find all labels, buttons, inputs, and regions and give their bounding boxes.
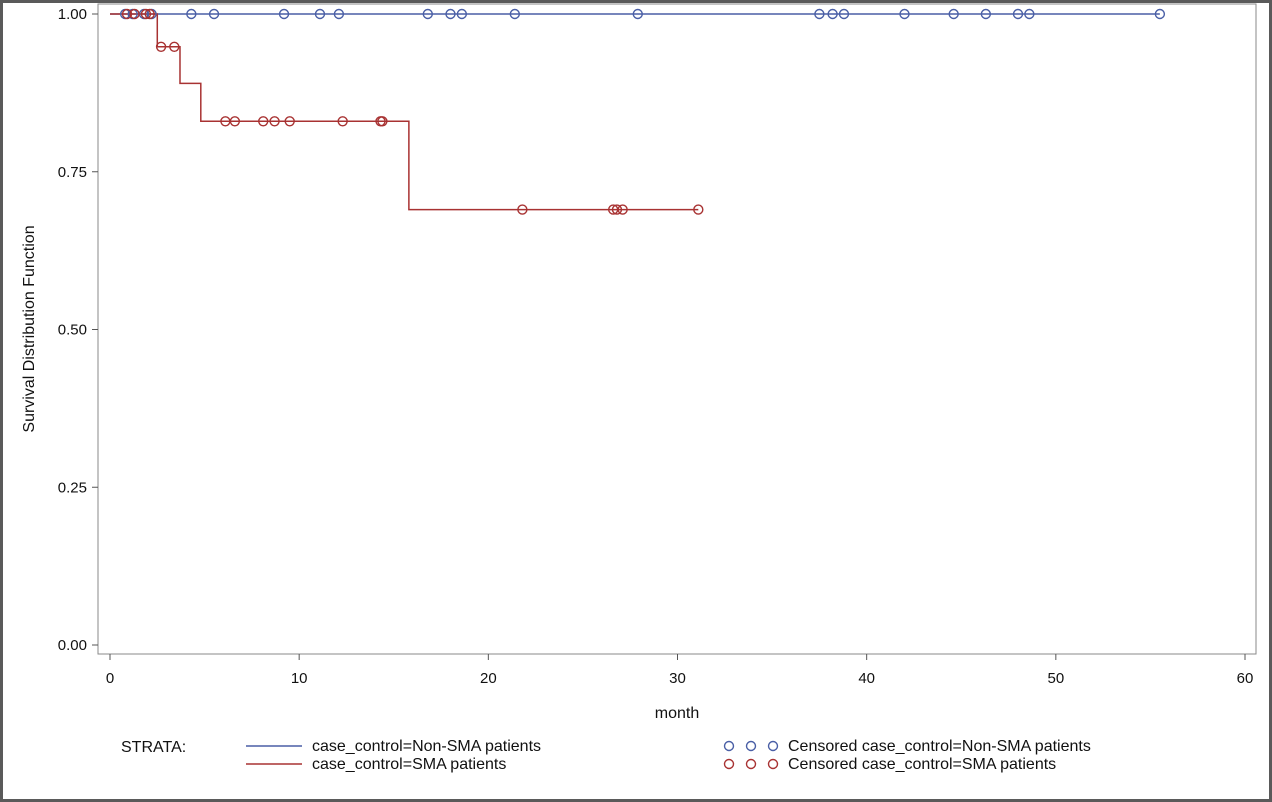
censor-point-0-12 xyxy=(509,8,521,20)
x-tick-label-2: 20 xyxy=(480,670,497,687)
censor-point-0-4 xyxy=(186,8,197,20)
censor-point-1-14 xyxy=(517,204,528,215)
censor-point-1-8 xyxy=(258,116,269,127)
legend-censor-sma xyxy=(723,758,779,770)
censor-point-0-19 xyxy=(980,8,992,20)
censor-point-1-9 xyxy=(269,116,280,127)
x-tick-label-5: 50 xyxy=(1047,670,1064,687)
legend-label-censored-non-sma: Censored case_control=Non-SMA patients xyxy=(788,738,1091,755)
x-tick-label-4: 40 xyxy=(858,670,875,687)
censor-point-0-17 xyxy=(899,8,910,20)
censor-point-0-22 xyxy=(1154,8,1166,20)
censor-point-0-18 xyxy=(948,8,959,20)
plot-area xyxy=(97,3,1257,655)
censor-point-1-11 xyxy=(337,116,348,127)
censor-point-0-10 xyxy=(445,8,456,20)
censor-point-0-14 xyxy=(814,8,825,20)
legend-censor-non-sma xyxy=(723,740,779,752)
censor-point-1-10 xyxy=(284,116,295,127)
censor-point-1-1 xyxy=(129,8,140,20)
x-axis-title: month xyxy=(655,705,699,722)
censor-point-1-0 xyxy=(121,8,133,20)
x-tick-label-3: 30 xyxy=(669,670,686,687)
x-tick-label-0: 0 xyxy=(106,670,114,687)
censor-point-0-13 xyxy=(632,8,643,20)
censor-point-1-4 xyxy=(155,41,167,53)
censor-point-0-6 xyxy=(278,8,290,20)
censor-point-0-21 xyxy=(1024,8,1035,20)
y-axis: 0.00 0.25 0.50 0.75 1.00 xyxy=(58,6,98,654)
censor-point-1-16 xyxy=(611,204,623,215)
censor-point-0-20 xyxy=(1012,8,1024,20)
y-tick-label-3: 0.75 xyxy=(58,164,87,181)
censor-point-1-17 xyxy=(617,204,628,215)
legend: STRATA: case_control=Non-SMA patients ca… xyxy=(121,738,1091,773)
x-tick-label-1: 10 xyxy=(291,670,308,687)
censor-point-1-13 xyxy=(377,116,388,127)
censor-point-1-5 xyxy=(169,41,180,53)
y-tick-label-2: 0.50 xyxy=(58,322,87,339)
series-layer xyxy=(110,13,1160,211)
y-tick-label-0: 0.00 xyxy=(58,637,87,654)
censor-point-1-7 xyxy=(229,116,241,127)
series-line-1 xyxy=(110,13,699,211)
censor-point-0-7 xyxy=(314,8,326,20)
censor-point-0-8 xyxy=(333,8,345,20)
y-tick-label-4: 1.00 xyxy=(58,6,87,23)
censor-point-0-9 xyxy=(422,8,433,20)
censor-point-1-18 xyxy=(693,204,704,215)
censor-point-1-2 xyxy=(140,8,152,20)
censor-layer xyxy=(119,8,1166,215)
y-tick-label-1: 0.25 xyxy=(58,479,87,496)
y-axis-title: Survival Distribution Function xyxy=(21,225,38,432)
censor-point-1-3 xyxy=(144,8,155,20)
legend-title: STRATA: xyxy=(121,739,186,756)
legend-label-censored-sma: Censored case_control=SMA patients xyxy=(788,756,1056,773)
censor-point-0-5 xyxy=(208,8,220,20)
censor-point-0-11 xyxy=(456,8,468,20)
x-tick-label-6: 60 xyxy=(1237,670,1254,687)
x-axis: 0 10 20 30 40 50 60 xyxy=(106,654,1254,687)
legend-label-sma: case_control=SMA patients xyxy=(312,756,506,773)
censor-point-0-16 xyxy=(838,8,850,20)
legend-label-non-sma: case_control=Non-SMA patients xyxy=(312,738,541,755)
censor-point-0-15 xyxy=(827,8,838,20)
